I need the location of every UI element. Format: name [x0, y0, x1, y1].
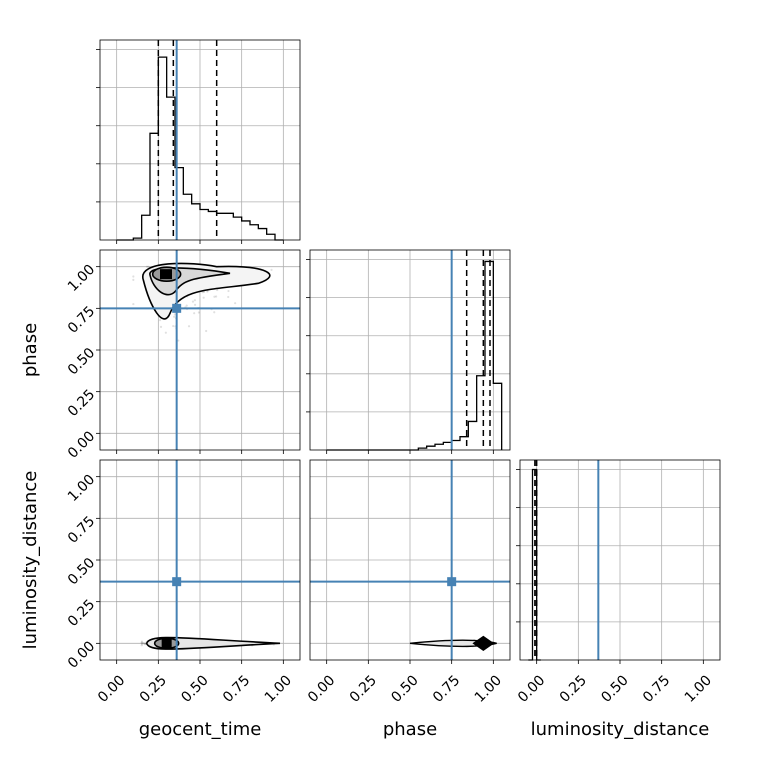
y-tick-label: 0.50: [65, 555, 98, 588]
y-tick-label: 0.25: [65, 597, 98, 630]
scatter-point: [145, 265, 149, 268]
density-peak: [472, 635, 495, 651]
x-tick-label: 0.75: [220, 672, 253, 705]
histogram-panel-phase: [306, 249, 511, 454]
scatter-point: [143, 643, 147, 646]
axis-titles: geocent_time phase luminosity_distancephas…: [20, 323, 709, 740]
scatter-point: [142, 641, 145, 645]
y-tick-label: 0.00: [65, 428, 98, 461]
y-tick-label: 0.50: [65, 345, 98, 378]
y-tick-label: 1.00: [65, 472, 98, 505]
x-tick-label: 0.00: [95, 672, 128, 705]
scatter-point: [173, 313, 176, 316]
scatter-point: [193, 312, 196, 315]
x-tick-label: 0.00: [515, 672, 548, 705]
scatter-point: [132, 302, 135, 306]
scatter-point: [164, 331, 167, 334]
y-tick-label: 0.00: [65, 638, 98, 671]
scatter-point: [141, 643, 144, 646]
scatter-point: [227, 295, 230, 299]
truth-marker: [172, 577, 182, 587]
x-tick-label: 1.00: [472, 672, 505, 705]
x-tick-label: 0.50: [598, 672, 631, 705]
scatter-point: [158, 319, 162, 322]
scatter-point: [227, 289, 230, 293]
posterior-2d-phase-luminosity_distance: [309, 459, 511, 664]
scatter-point: [234, 302, 237, 305]
scatter-point: [132, 275, 135, 278]
contour-outer: [145, 636, 281, 650]
posterior-2d-geocent_time-phase: [96, 249, 301, 454]
histogram-panel-geocent_time: [96, 39, 301, 244]
y-axis-title-phase: phase: [20, 323, 41, 377]
x-tick-label: 0.50: [388, 672, 421, 705]
density-contours: [142, 262, 271, 320]
scatter-point: [187, 325, 191, 328]
scatter-point: [193, 299, 197, 302]
truth-marker: [172, 303, 182, 313]
y-tick-label: 0.75: [65, 303, 98, 336]
density-peak: [160, 269, 172, 280]
x-tick-label: 1.00: [262, 672, 295, 705]
y-tick-label: 0.25: [65, 387, 98, 420]
scatter-point: [216, 288, 219, 292]
scatter-point: [172, 324, 175, 328]
scatter-point: [191, 300, 195, 303]
x-tick-label: 0.25: [557, 672, 590, 705]
scatter-point: [206, 290, 209, 293]
posterior-2d-geocent_time-luminosity_distance: [96, 459, 301, 664]
scatter-point: [197, 311, 200, 314]
scatter-point: [140, 641, 143, 644]
y-axis-title-luminosity_distance: luminosity_distance: [20, 471, 41, 650]
scatter-point: [140, 640, 144, 643]
scatter-point: [140, 644, 143, 647]
scatter-point: [177, 339, 180, 342]
scatter-point: [143, 642, 146, 645]
x-tick-label: 0.50: [178, 672, 211, 705]
y-tick-label: 1.00: [65, 262, 98, 295]
scatter-point: [202, 296, 205, 299]
scatter-point: [213, 295, 216, 298]
scatter-point: [147, 265, 150, 268]
scatter-point: [213, 311, 216, 314]
density-contours: [409, 635, 497, 651]
scatter-point: [215, 295, 218, 298]
scatter-point: [205, 329, 208, 333]
truth-marker: [447, 577, 457, 587]
x-axis-title-luminosity_distance: luminosity_distance: [531, 719, 710, 740]
x-tick-label: 1.00: [682, 672, 715, 705]
density-peak: [161, 638, 172, 649]
x-tick-label: 0.75: [430, 672, 463, 705]
x-axis-title-geocent_time: geocent_time: [139, 719, 262, 740]
scatter-point: [173, 315, 176, 318]
scatter-point: [132, 278, 135, 281]
scatter-point: [140, 642, 143, 645]
x-tick-label: 0.00: [305, 672, 338, 705]
histogram-step: [326, 260, 503, 451]
x-axis-title-phase: phase: [383, 719, 437, 740]
scatter-point: [159, 325, 163, 328]
histogram-panel-luminosity_distance: [516, 459, 721, 664]
scatter-point: [193, 303, 197, 306]
histogram-step: [116, 56, 284, 241]
x-tick-label: 0.25: [347, 672, 380, 705]
scatter-point: [185, 304, 188, 307]
x-tick-label: 0.75: [640, 672, 673, 705]
x-tick-label: 0.25: [137, 672, 170, 705]
scatter-point: [270, 268, 273, 271]
density-contours: [145, 636, 281, 650]
y-tick-label: 0.75: [65, 513, 98, 546]
